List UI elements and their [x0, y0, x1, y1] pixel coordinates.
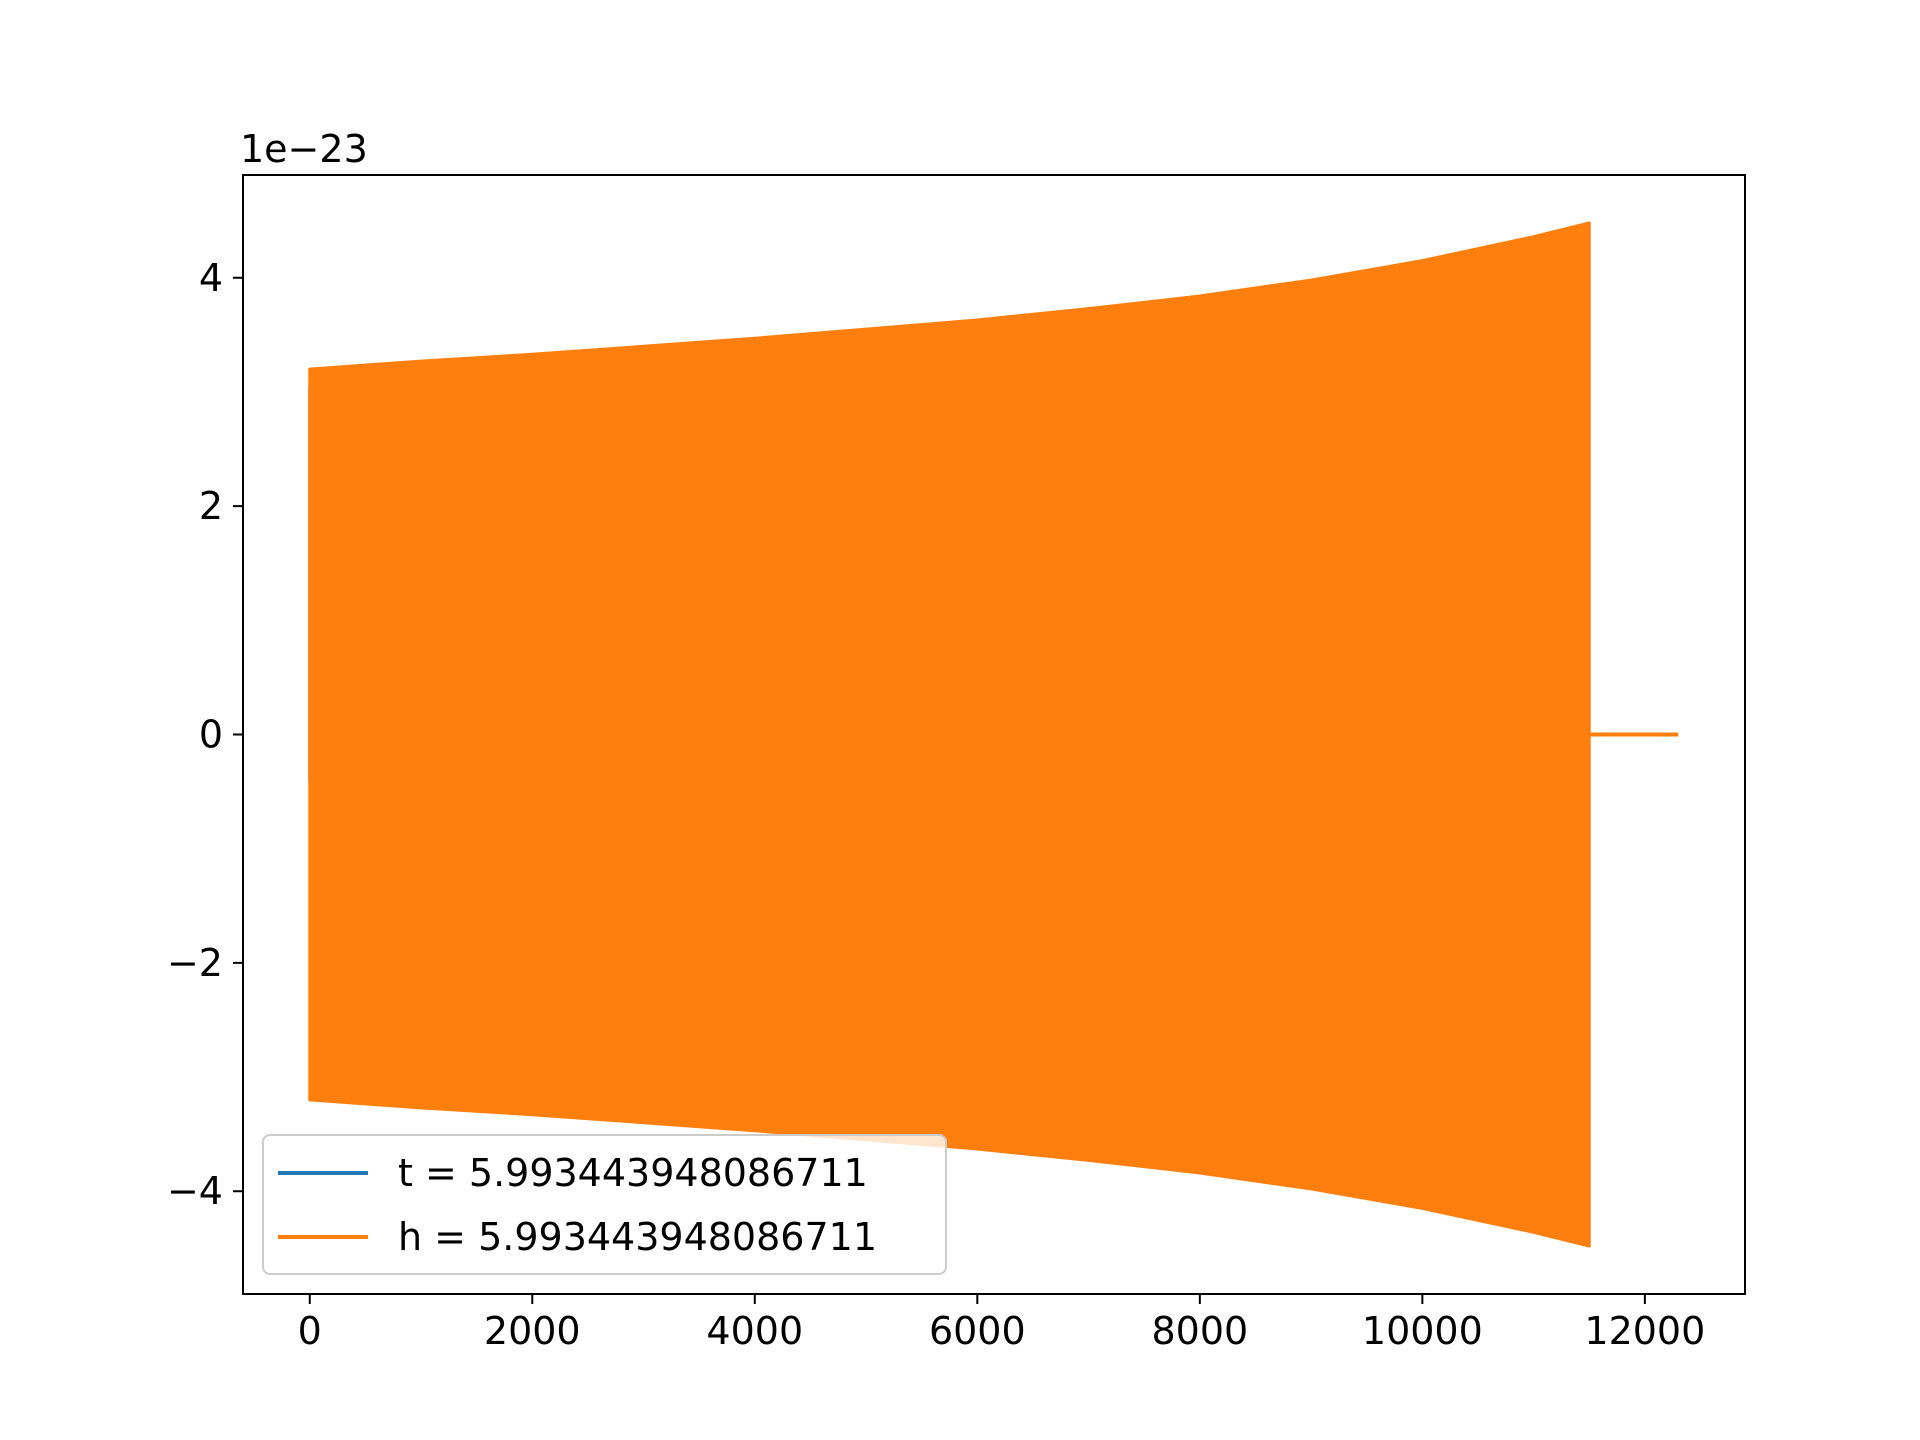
x-tick-label: 2000	[484, 1309, 581, 1353]
x-tick-label: 12000	[1584, 1309, 1705, 1353]
x-tick-label: 4000	[706, 1309, 803, 1353]
x-tick-label: 6000	[929, 1309, 1026, 1353]
y-axis-offset-label: 1e−23	[240, 127, 368, 171]
axes-frame	[242, 174, 1746, 1295]
x-tick-label: 8000	[1151, 1309, 1248, 1353]
series-h-envelope	[308, 221, 1591, 1248]
x-axis: 0 2000 4000 6000 8000 10000 12000	[298, 1294, 1705, 1353]
y-axis: 4 2 0 −2 −4	[167, 256, 243, 1213]
x-tick-label: 0	[298, 1309, 322, 1353]
y-tick-label: 4	[199, 256, 223, 300]
y-tick-label: −2	[167, 941, 223, 985]
legend-label: h = 5.993443948086711	[398, 1215, 877, 1259]
y-tick-label: 2	[199, 484, 223, 528]
legend-box	[262, 1134, 947, 1275]
y-tick-label: −4	[167, 1169, 223, 1213]
y-tick-label: 0	[199, 713, 223, 757]
legend-label: t = 5.993443948086711	[398, 1151, 868, 1195]
x-tick-label: 10000	[1362, 1309, 1483, 1353]
series-layer	[308, 221, 1679, 1248]
legend: t = 5.993443948086711 h = 5.9934439480867…	[262, 1134, 947, 1275]
